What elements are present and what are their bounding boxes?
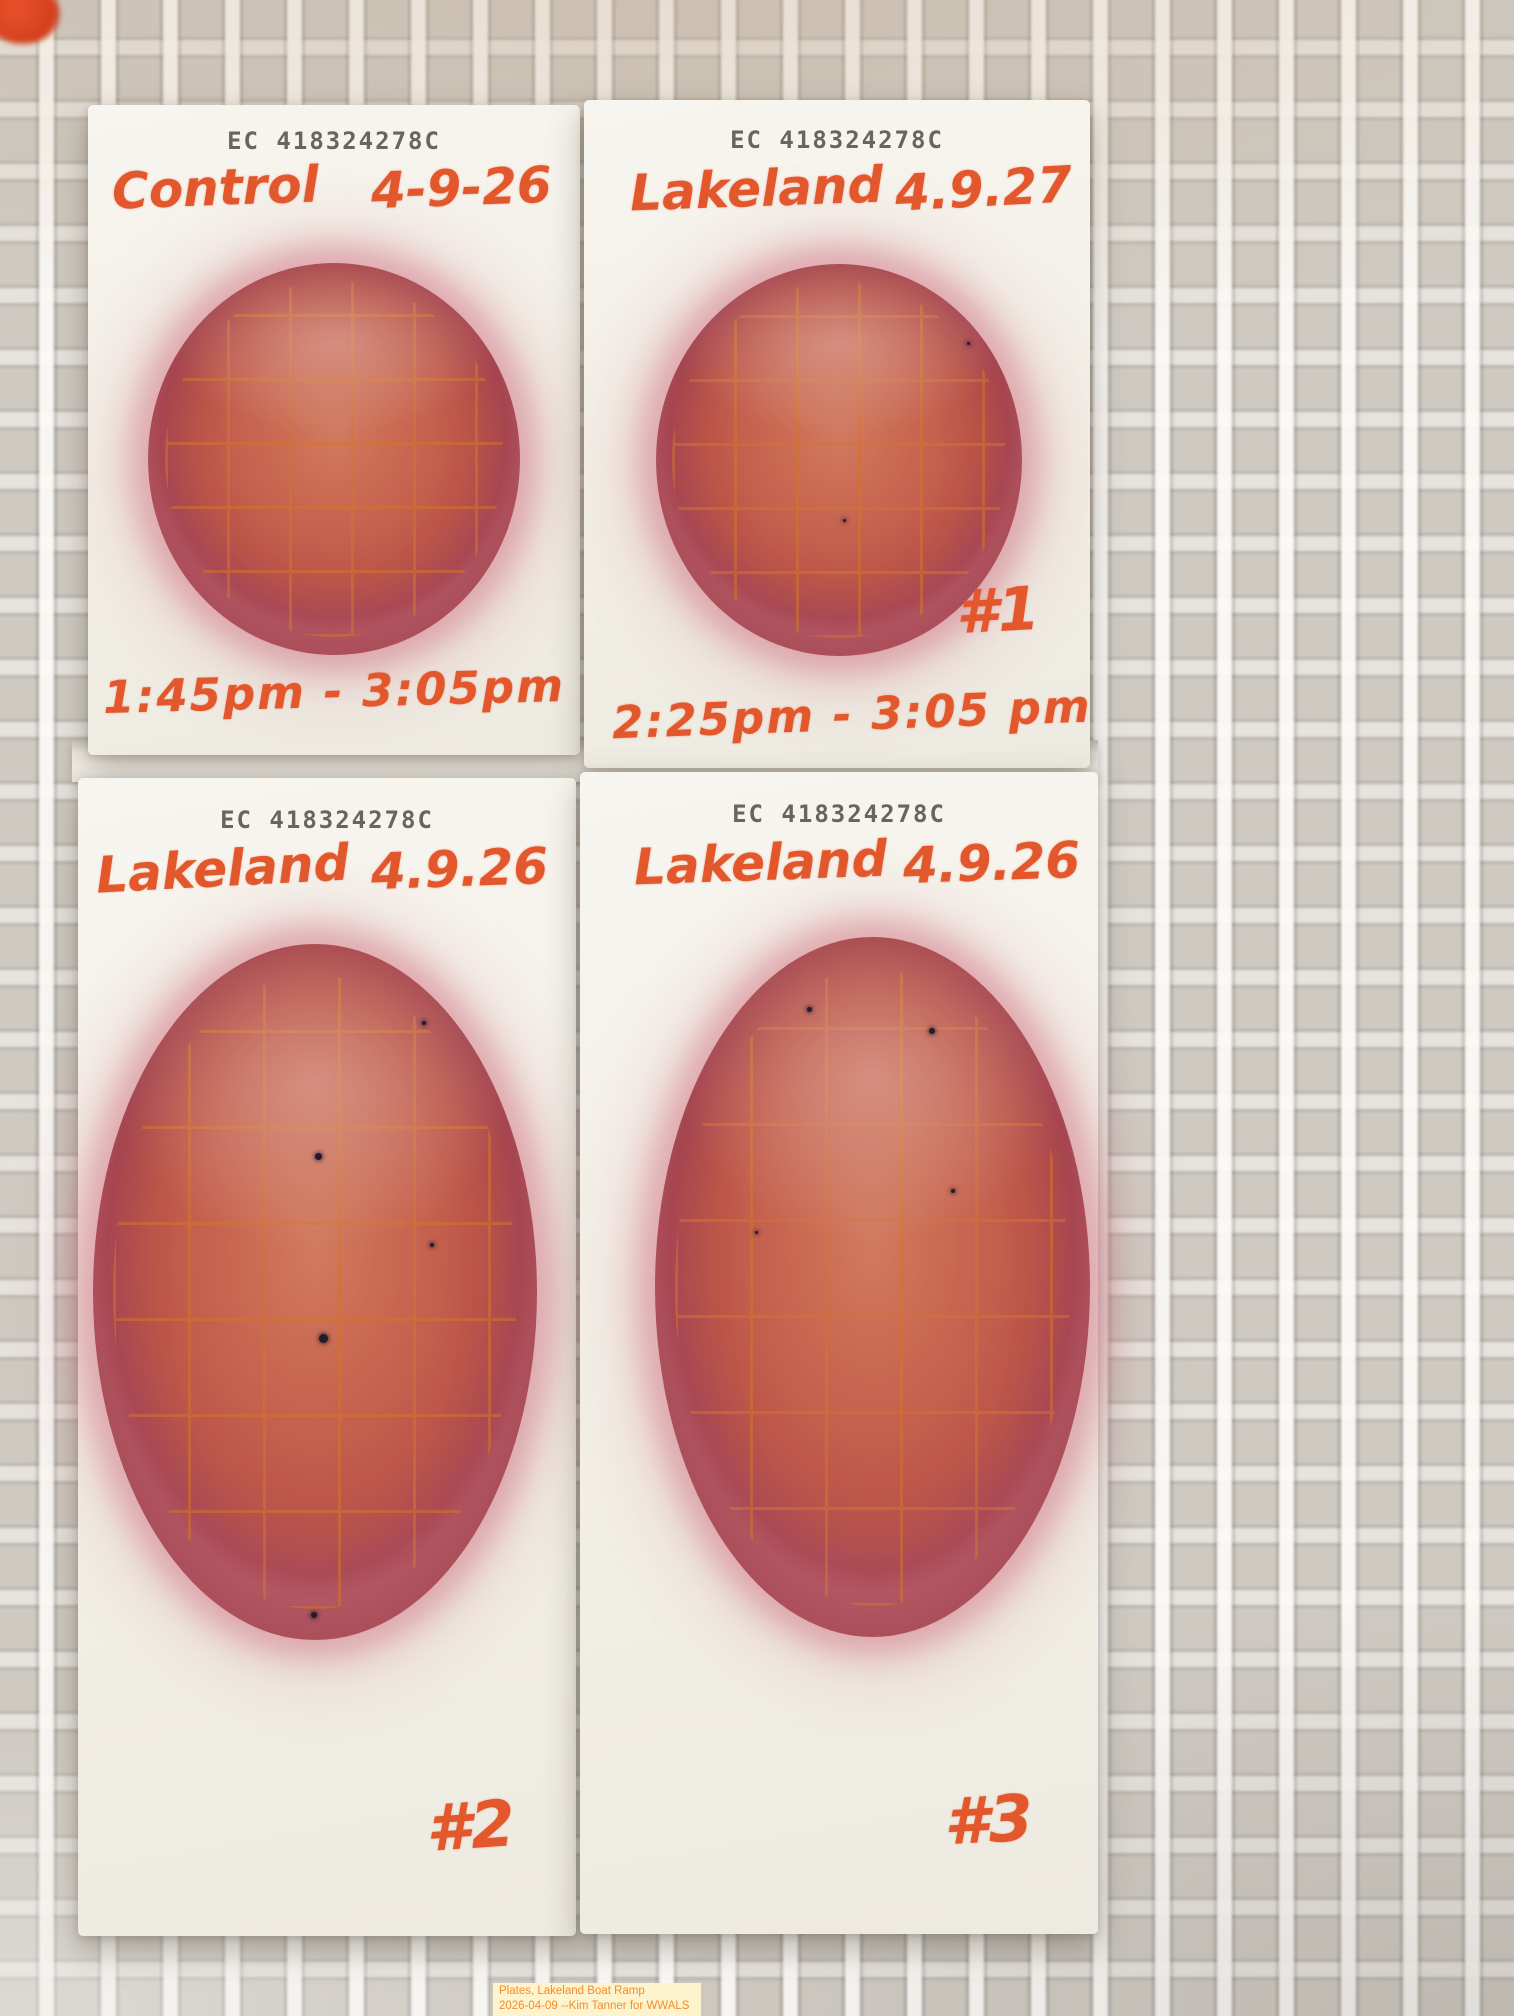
printed-lot-code: EC 418324278C — [227, 127, 441, 155]
petrifilm-plate-1: EC 418324278C Lakeland 4.9.27 #1 2:25pm … — [584, 100, 1093, 768]
printed-lot-code: EC 418324278C — [730, 126, 944, 154]
colony-speck — [430, 1243, 435, 1248]
colony-speck — [421, 1020, 426, 1025]
handwritten-plate-number: #2 — [423, 1786, 518, 1868]
gel-gridlines — [164, 280, 504, 638]
handwritten-time-range: 2:25pm - 3:05 pm — [611, 679, 1093, 750]
gel-circle — [655, 937, 1090, 1637]
handwritten-site-label: Lakeland — [629, 155, 885, 223]
gel-circle — [656, 264, 1022, 656]
petrifilm-plate-control: EC 418324278C Control 4-9-26 1:45pm - 3:… — [88, 105, 580, 755]
gel-gridlines — [112, 975, 518, 1609]
printed-lot-code: EC 418324278C — [732, 800, 946, 828]
handwritten-site-label: Lakeland — [94, 833, 351, 905]
colony-speck — [310, 1612, 317, 1619]
colony-speck — [929, 1028, 936, 1034]
colony-speck — [755, 1231, 759, 1234]
caption-line1: Plates, Lakeland Boat Ramp — [499, 1985, 645, 1997]
gel-gridlines — [672, 281, 1006, 639]
gel-sheen — [656, 264, 1022, 656]
colony-speck — [950, 1189, 955, 1193]
handwritten-site-label: Lakeland — [633, 829, 889, 897]
gel-gridlines — [674, 968, 1071, 1606]
photo-caption: Plates, Lakeland Boat Ramp 2026-04-09 --… — [493, 1983, 701, 2016]
caption-line2: 2026-04-09 --Kim Tanner for WWALS — [499, 2000, 690, 2012]
petrifilm-plate-3: EC 418324278C Lakeland 4.9.26 #3 — [580, 772, 1098, 1934]
handwritten-plate-number: #3 — [942, 1781, 1035, 1861]
colony-speck — [967, 342, 971, 346]
colony-speck — [315, 1152, 322, 1160]
handwritten-date: 4.9.26 — [901, 830, 1081, 896]
colony-speck — [807, 1007, 813, 1012]
handwritten-plate-number: #1 — [954, 573, 1042, 649]
gel-sheen — [148, 263, 520, 655]
handwritten-date: 4-9-26 — [370, 155, 553, 221]
handwritten-date: 4.9.26 — [369, 836, 549, 902]
gel-sheen — [93, 944, 537, 1640]
gel-sheen — [655, 937, 1090, 1637]
printed-lot-code: EC 418324278C — [220, 806, 434, 834]
petrifilm-plate-2: EC 418324278C Lakeland 4.9.26 #2 — [78, 778, 576, 1936]
gel-circle — [148, 263, 520, 655]
handwritten-site-label: Control — [111, 155, 320, 221]
colony-speck — [842, 518, 846, 522]
handwritten-date: 4.9.27 — [893, 155, 1074, 223]
gel-circle — [93, 944, 537, 1640]
handwritten-time-range: 1:45pm - 3:05pm — [102, 658, 566, 725]
colony-speck — [319, 1333, 329, 1343]
